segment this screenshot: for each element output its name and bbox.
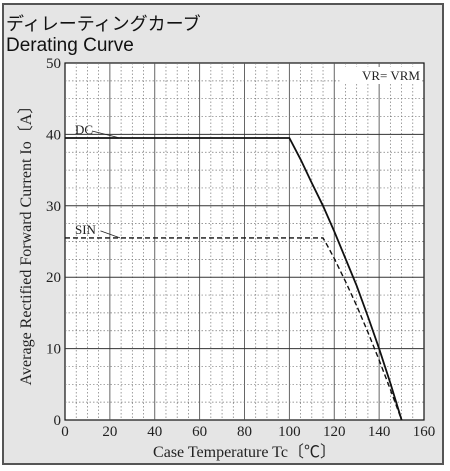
series-line-sin — [65, 237, 403, 421]
x-tick-label: 160 — [413, 424, 436, 440]
x-tick-label: 100 — [278, 424, 301, 440]
series-label-leader — [100, 230, 121, 239]
grid-lines — [65, 63, 424, 420]
y-tick-label: 20 — [46, 270, 61, 286]
x-axis-label: Case Temperature Tc〔℃〕 — [153, 443, 336, 461]
annotation-background — [340, 67, 420, 84]
chart-title-japanese: ディレーティングカーブ — [6, 14, 201, 35]
y-tick-label: 10 — [46, 342, 61, 358]
y-tick-label: 50 — [46, 56, 61, 72]
series-label-sin: SIN — [75, 222, 97, 237]
x-tick-label: 80 — [237, 424, 252, 440]
series-label-dc: DC — [75, 122, 93, 137]
y-tick-label: 0 — [54, 413, 62, 429]
tick-labels: 0 20 40 60 80 100 120 140 160 0 10 20 30 40 50 — [46, 56, 435, 440]
chart-title-english: Derating Curve — [6, 35, 134, 56]
series-group — [65, 137, 403, 421]
y-axis-label: Average Rectified Forward Current Io〔A〕 — [17, 98, 35, 386]
y-tick-label: 40 — [46, 127, 61, 143]
series-label-leader — [91, 130, 121, 139]
y-tick-label: 30 — [46, 199, 61, 215]
series-line-dc — [65, 137, 403, 421]
x-tick-label: 120 — [323, 424, 346, 440]
x-tick-label: 40 — [147, 424, 162, 440]
x-tick-label: 20 — [102, 424, 117, 440]
condition-annotation: VR= VRM — [362, 68, 420, 83]
x-tick-label: 60 — [192, 424, 207, 440]
x-tick-label: 0 — [61, 424, 69, 440]
series-labels: DC SIN — [75, 122, 121, 239]
x-tick-label: 140 — [368, 424, 391, 440]
